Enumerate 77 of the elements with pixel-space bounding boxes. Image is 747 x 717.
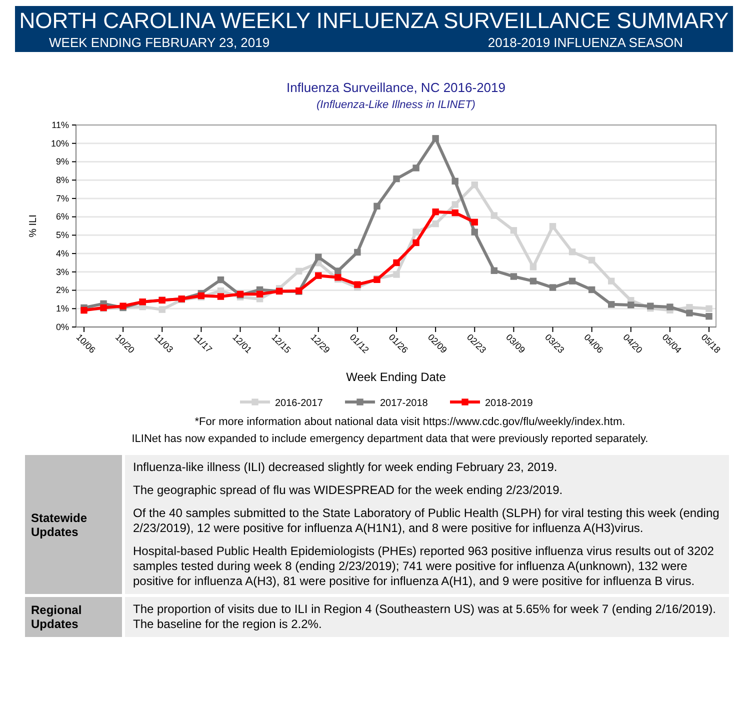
point (706, 305, 712, 312)
text: The geographic spread of flu was WIDESPREAD for the week ending 2/23/2019. (133, 483, 564, 498)
point (666, 304, 674, 310)
point (217, 293, 224, 300)
point (374, 202, 380, 210)
x-axis-title: Week Ending Date (346, 370, 446, 384)
text: Of the 40 samples submitted to the State Laboratory of Public Health (SLPH) for viral testing this week (ending 2/23/2019), 12 were positive for influenza A(H1N1), and 8 were positive for influenza A(H3)virus. (133, 506, 720, 536)
point (315, 272, 322, 279)
point (628, 302, 634, 308)
point (608, 301, 615, 308)
y-axis-title: % ILI (28, 214, 39, 238)
point (452, 209, 458, 216)
y-tick-label: 9% (56, 156, 69, 167)
point (315, 254, 322, 260)
point (647, 302, 654, 310)
point (256, 290, 264, 298)
point (393, 259, 400, 266)
point (393, 175, 400, 182)
point (354, 248, 361, 256)
point (432, 208, 439, 216)
point (158, 306, 166, 313)
point (452, 201, 458, 208)
point (490, 212, 498, 219)
point (217, 276, 224, 284)
text: NORTH CAROLINA WEEKLY INFLUENZA SURVEILLANCE SUMMARY (18, 8, 730, 34)
text: *For more information about national data visit https://www.cdc.gov/flu/weekly/index.htm. (194, 416, 626, 428)
legend-label: 2018-2019 (485, 398, 534, 409)
text: The proportion of visits due to ILI in Region 4 (Southeastern US) was at 5.65% for week 7 (ending 2/16/2019). The baseline for the region is 2.2%. (133, 602, 718, 632)
y-tick-label: 11% (52, 120, 69, 130)
point (608, 278, 615, 284)
y-tick-label: 8% (56, 174, 69, 185)
point (510, 227, 518, 234)
text: 2018-2019 INFLUENZA SEASON (488, 35, 683, 50)
chart-title: Influenza Surveillance, NC 2016-2019 (286, 80, 506, 95)
point (510, 273, 518, 280)
point (334, 268, 342, 274)
point (393, 271, 400, 278)
y-tick-label: 4% (56, 248, 69, 258)
point (412, 228, 420, 236)
point (432, 135, 439, 142)
point (471, 228, 478, 236)
point (549, 284, 556, 291)
point (706, 312, 712, 320)
point (530, 264, 537, 270)
point (568, 248, 576, 256)
point (295, 268, 302, 275)
point (588, 286, 596, 294)
text: WEEK ENDING FEBRUARY 23, 2019 (49, 35, 270, 50)
point (490, 267, 498, 274)
text: ILINet has now expanded to include emergency department data that were previously reported separately. (132, 433, 648, 445)
y-tick-label: 2% (56, 285, 69, 296)
legend-label: 2017-2018 (380, 398, 428, 409)
point (588, 256, 596, 264)
point (568, 278, 576, 284)
point (354, 281, 361, 288)
text: Influenza-like illness (ILI) decreased slightly for week ending February 23, 2019. (133, 460, 558, 475)
point (412, 239, 420, 246)
point (432, 220, 439, 228)
point (471, 218, 478, 226)
y-tick-label: 6% (56, 212, 69, 222)
point (471, 182, 478, 188)
point (412, 164, 420, 172)
y-tick-label: 0% (56, 322, 69, 332)
y-tick-label: 3% (56, 266, 69, 277)
y-tick-label: 1% (56, 304, 69, 314)
chart-subtitle: (Influenza-Like Illness in ILINET) (316, 99, 476, 111)
legend-label: 2016-2017 (275, 398, 324, 409)
point (686, 310, 693, 316)
point (452, 178, 458, 185)
point (530, 278, 537, 284)
text: Hospital-based Public Health Epidemiologists (PHEs) reported 963 positive influenza virus results out of 3202 samples tested during week 8 (ending 2/23/2019); 741 were positive for influenza A(unknown), 132 were positive for influenza A(H3), 81 were positive for influenza A(H1), and 9 were positive for influenza B virus. (133, 544, 715, 589)
point (549, 223, 556, 230)
y-tick-label: 10% (50, 138, 69, 148)
y-tick-label: 7% (56, 193, 69, 204)
text: Regional Updates (25, 597, 122, 637)
y-tick-label: 5% (56, 230, 69, 240)
text: Statewide Updates (25, 455, 122, 594)
